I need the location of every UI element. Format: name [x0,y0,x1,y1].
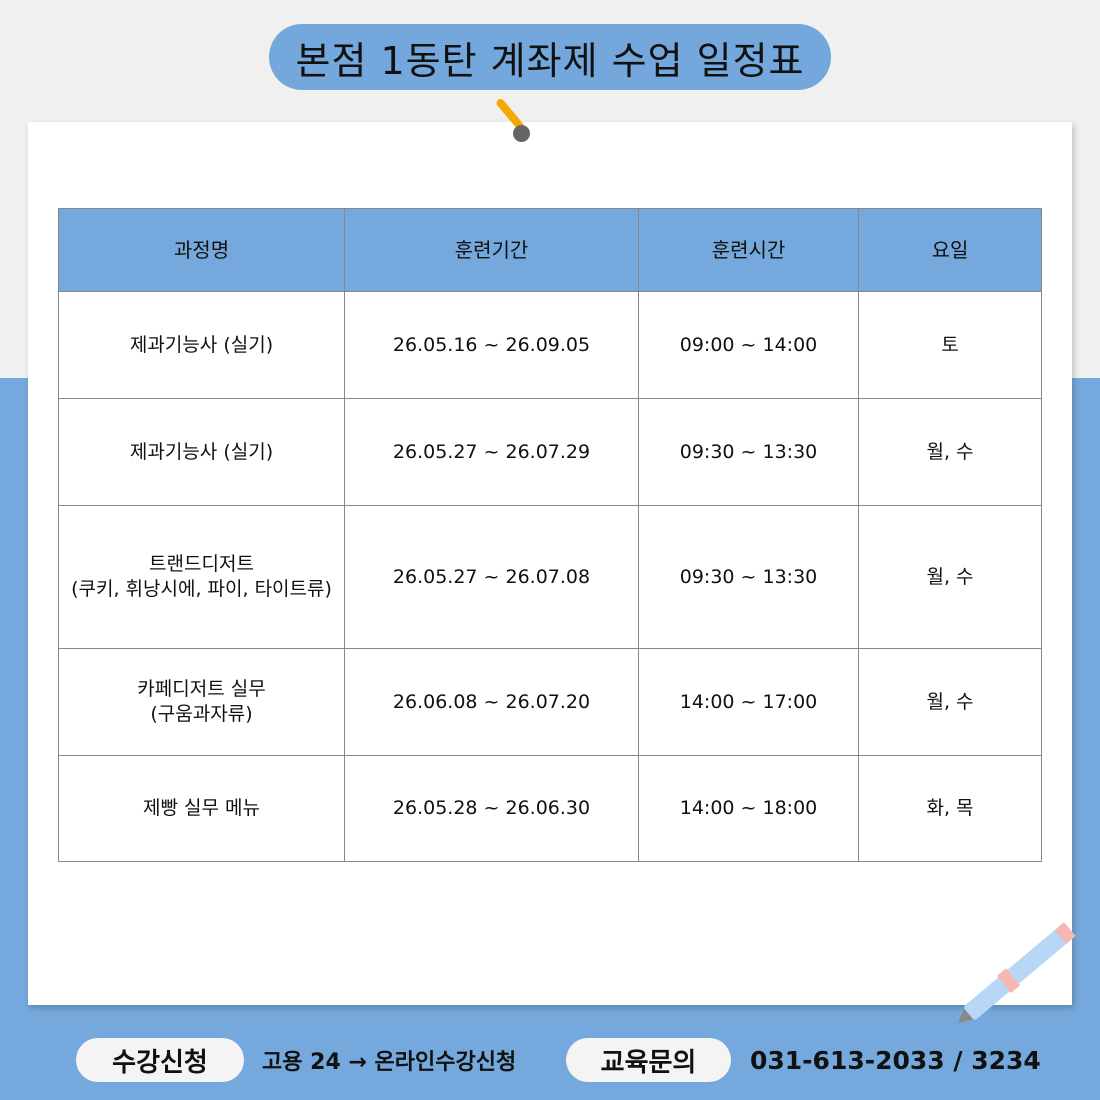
table-row: 제빵 실무 메뉴 26.05.28 ~ 26.06.30 14:00 ~ 18:… [58,755,1042,862]
header-period: 훈련기간 [344,208,639,292]
days-cell: 토 [858,291,1042,399]
table-row: 제과기능사 (실기) 26.05.16 ~ 26.09.05 09:00 ~ 1… [58,291,1042,399]
time-cell: 14:00 ~ 18:00 [638,755,859,862]
course-cell: 카페디저트 실무 (구움과자류) [58,648,345,756]
course-name: 트랜드디저트 [149,553,254,576]
course-name: 카페디저트 실무 [137,678,266,701]
course-cell: 트랜드디저트 (쿠키, 휘낭시에, 파이, 타이트류) [58,505,345,649]
course-name: 제과기능사 (실기) [129,440,274,463]
period-cell: 26.05.27 ~ 26.07.29 [344,398,639,506]
header-days: 요일 [858,208,1042,292]
contact-phone: 031-613-2033 / 3234 [750,1045,1041,1075]
table-row: 카페디저트 실무 (구움과자류) 26.06.08 ~ 26.07.20 14:0… [58,648,1042,756]
table-row: 제과기능사 (실기) 26.05.27 ~ 26.07.29 09:30 ~ 1… [58,398,1042,506]
period-cell: 26.05.16 ~ 26.09.05 [344,291,639,399]
course-name: 제과기능사 (실기) [129,333,274,356]
contact-badge: 교육문의 [566,1038,731,1082]
pin-head-icon [513,125,530,142]
course-name: 제빵 실무 메뉴 [143,797,260,820]
schedule-table: 과정명 훈련기간 훈련시간 요일 제과기능사 (실기) 26.05.16 ~ 2… [58,208,1042,862]
page-title: 본점 1동탄 계좌제 수업 일정표 [269,24,831,90]
table-row: 트랜드디저트 (쿠키, 휘낭시에, 파이, 타이트류) 26.05.27 ~ 26… [58,505,1042,649]
time-cell: 09:30 ~ 13:30 [638,398,859,506]
period-cell: 26.05.27 ~ 26.07.08 [344,505,639,649]
time-cell: 09:30 ~ 13:30 [638,505,859,649]
days-cell: 화, 목 [858,755,1042,862]
pen-icon [958,922,1076,1023]
course-detail: (쿠키, 휘낭시에, 파이, 타이트류) [71,578,332,600]
days-cell: 월, 수 [858,505,1042,649]
apply-badge: 수강신청 [76,1038,244,1082]
course-detail: (구움과자류) [150,703,253,725]
period-cell: 26.06.08 ~ 26.07.20 [344,648,639,756]
time-cell: 14:00 ~ 17:00 [638,648,859,756]
period-cell: 26.05.28 ~ 26.06.30 [344,755,639,862]
course-cell: 제빵 실무 메뉴 [58,755,345,862]
header-course: 과정명 [58,208,345,292]
time-cell: 09:00 ~ 14:00 [638,291,859,399]
apply-text: 고용 24 → 온라인수강신청 [262,1050,517,1075]
days-cell: 월, 수 [858,648,1042,756]
course-cell: 제과기능사 (실기) [58,291,345,399]
course-cell: 제과기능사 (실기) [58,398,345,506]
days-cell: 월, 수 [858,398,1042,506]
header-time: 훈련시간 [638,208,859,292]
